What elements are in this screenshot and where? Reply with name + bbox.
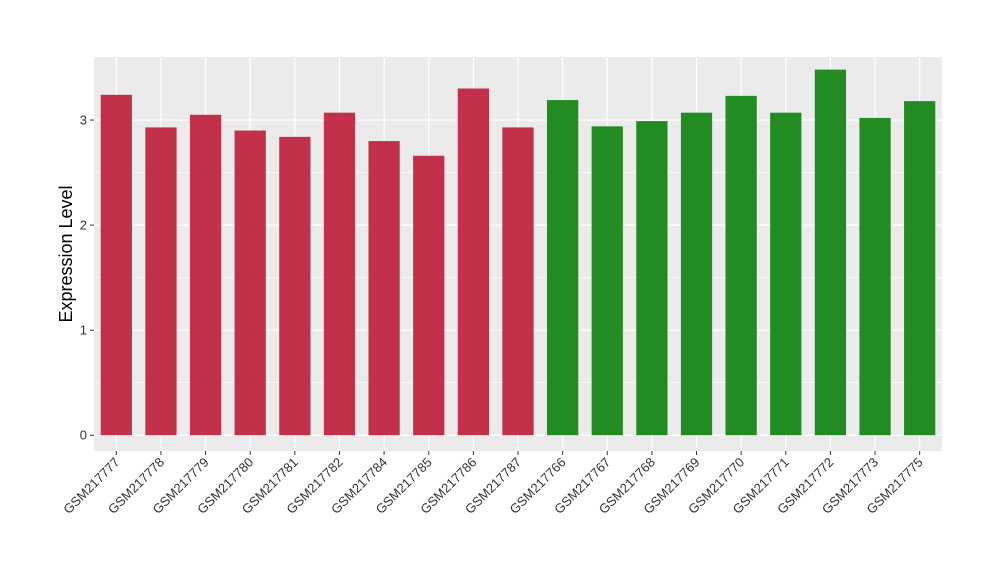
y-tick-label: 1 [80, 323, 87, 338]
bar-GSM217775 [904, 101, 936, 436]
bar-GSM217768 [636, 121, 668, 436]
bar-GSM217771 [770, 112, 802, 436]
bar-GSM217782 [323, 112, 356, 436]
bars [100, 69, 936, 436]
y-axis: 0 1 2 3 [80, 113, 94, 443]
bar-GSM217780 [234, 130, 266, 436]
bar-GSM217778 [145, 127, 177, 436]
bar-GSM217766 [547, 100, 579, 436]
y-tick-label: 2 [80, 218, 87, 233]
bar-GSM217772 [814, 69, 847, 436]
bar-GSM217779 [189, 114, 222, 436]
bar-GSM217767 [591, 126, 623, 436]
bar-GSM217770 [725, 95, 757, 436]
x-axis: GSM217777GSM217778GSM217779GSM217780GSM2… [60, 451, 926, 517]
y-tick-label: 0 [80, 428, 87, 443]
bar-GSM217773 [859, 117, 891, 436]
bar-GSM217785 [413, 155, 445, 436]
bar-GSM217784 [368, 141, 400, 436]
bar-GSM217786 [457, 88, 489, 436]
y-tick-label: 3 [80, 113, 87, 128]
bar-GSM217781 [279, 136, 311, 436]
y-axis-title: Expression Level [56, 185, 76, 322]
bar-GSM217769 [680, 112, 713, 436]
bar-GSM217777 [100, 94, 132, 436]
bar-GSM217787 [502, 127, 534, 436]
